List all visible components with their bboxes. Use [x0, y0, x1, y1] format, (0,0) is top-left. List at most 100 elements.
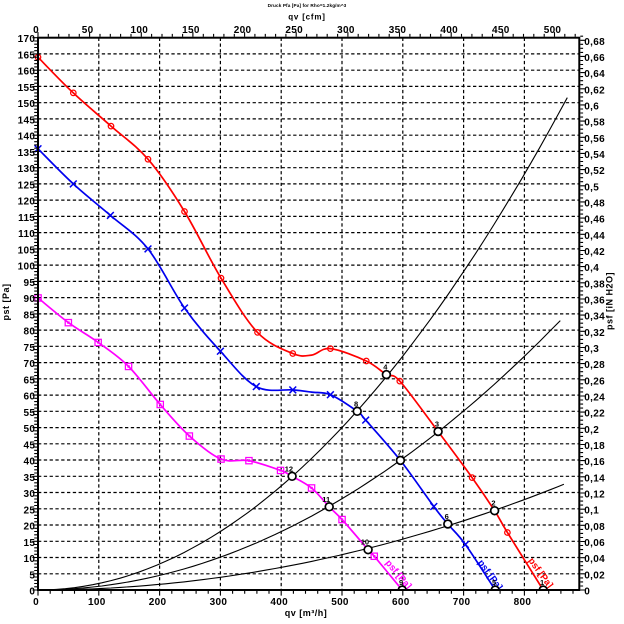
svg-text:4: 4 [383, 363, 388, 372]
svg-text:0,02: 0,02 [584, 570, 605, 581]
svg-text:160: 160 [18, 67, 36, 78]
svg-text:50: 50 [82, 25, 94, 36]
svg-text:20: 20 [23, 522, 35, 533]
svg-text:70: 70 [23, 359, 35, 370]
svg-text:0: 0 [584, 587, 590, 598]
svg-text:0,6: 0,6 [584, 101, 599, 112]
svg-text:130: 130 [18, 164, 36, 175]
svg-text:9: 9 [399, 578, 403, 587]
svg-text:200: 200 [234, 25, 252, 36]
svg-text:350: 350 [389, 25, 407, 36]
svg-text:15: 15 [23, 538, 35, 549]
svg-text:30: 30 [23, 489, 35, 500]
svg-text:0,34: 0,34 [584, 312, 605, 323]
svg-text:0: 0 [33, 597, 39, 608]
svg-text:150: 150 [182, 25, 200, 36]
svg-text:25: 25 [23, 505, 35, 516]
svg-text:0,68: 0,68 [584, 37, 605, 48]
svg-text:300: 300 [210, 597, 228, 608]
svg-text:100: 100 [88, 597, 106, 608]
svg-text:10: 10 [23, 554, 35, 565]
svg-text:115: 115 [18, 213, 35, 224]
svg-text:0,08: 0,08 [584, 522, 605, 533]
svg-text:5: 5 [29, 570, 35, 581]
svg-text:0,64: 0,64 [584, 69, 605, 80]
svg-text:0,28: 0,28 [584, 360, 605, 371]
svg-text:0,48: 0,48 [584, 198, 605, 209]
svg-text:3: 3 [435, 420, 439, 429]
svg-text:120: 120 [18, 197, 36, 208]
svg-text:50: 50 [23, 424, 35, 435]
svg-text:12: 12 [285, 464, 293, 473]
svg-text:100: 100 [131, 25, 149, 36]
svg-text:90: 90 [23, 294, 35, 305]
svg-text:10: 10 [361, 538, 369, 547]
svg-text:0: 0 [29, 587, 35, 598]
svg-text:95: 95 [23, 278, 35, 289]
svg-text:pst [Pa]: pst [Pa] [1, 283, 11, 320]
svg-text:5: 5 [492, 578, 496, 587]
svg-text:400: 400 [270, 597, 288, 608]
svg-text:55: 55 [23, 408, 35, 419]
svg-text:psf [iN H2O]: psf [iN H2O] [605, 272, 615, 330]
svg-text:11: 11 [322, 495, 330, 504]
svg-text:0,4: 0,4 [584, 263, 599, 274]
svg-text:0,12: 0,12 [584, 490, 605, 501]
svg-text:700: 700 [453, 597, 471, 608]
svg-text:60: 60 [23, 392, 35, 403]
svg-text:0,5: 0,5 [584, 182, 599, 193]
svg-text:100: 100 [18, 262, 36, 273]
svg-text:0,14: 0,14 [584, 473, 605, 484]
svg-text:0,38: 0,38 [584, 279, 605, 290]
svg-text:450: 450 [492, 25, 510, 36]
svg-text:Druck Pfa [Pa] for Rho=1.2kg/m: Druck Pfa [Pa] for Rho=1.2kg/m^3 [268, 3, 347, 8]
svg-text:65: 65 [23, 375, 35, 386]
svg-text:0,54: 0,54 [584, 150, 605, 161]
svg-text:0,42: 0,42 [584, 247, 605, 258]
svg-text:0,04: 0,04 [584, 554, 605, 565]
svg-text:0,24: 0,24 [584, 393, 605, 404]
svg-text:8: 8 [354, 399, 358, 408]
svg-text:7: 7 [397, 448, 401, 457]
svg-text:125: 125 [18, 180, 36, 191]
svg-text:0,16: 0,16 [584, 457, 605, 468]
svg-text:0,18: 0,18 [584, 441, 605, 452]
svg-text:0,26: 0,26 [584, 376, 605, 387]
svg-text:500: 500 [544, 25, 562, 36]
svg-text:200: 200 [149, 597, 167, 608]
svg-text:qv [m³/h]: qv [m³/h] [285, 608, 328, 618]
svg-text:0: 0 [33, 25, 39, 36]
svg-text:85: 85 [23, 310, 35, 321]
svg-text:2: 2 [491, 499, 495, 508]
svg-text:6: 6 [445, 512, 449, 521]
svg-text:110: 110 [18, 229, 35, 240]
svg-text:400: 400 [440, 25, 458, 36]
svg-text:145: 145 [18, 115, 36, 126]
svg-text:600: 600 [392, 597, 410, 608]
svg-text:0,44: 0,44 [584, 231, 605, 242]
svg-text:0,58: 0,58 [584, 118, 605, 129]
svg-text:0,36: 0,36 [584, 296, 605, 307]
svg-text:0,56: 0,56 [584, 134, 605, 145]
svg-text:40: 40 [23, 457, 35, 468]
svg-text:140: 140 [18, 132, 36, 143]
svg-text:0,3: 0,3 [584, 344, 599, 355]
svg-text:0,46: 0,46 [584, 215, 605, 226]
svg-text:qv [cfm]: qv [cfm] [288, 13, 326, 22]
svg-text:0,32: 0,32 [584, 328, 605, 339]
svg-text:0,2: 0,2 [584, 425, 599, 436]
svg-text:170: 170 [18, 34, 36, 45]
svg-text:0,22: 0,22 [584, 409, 605, 420]
svg-text:155: 155 [18, 83, 36, 94]
svg-text:165: 165 [18, 50, 36, 61]
svg-text:0,1: 0,1 [584, 506, 599, 517]
svg-text:0,06: 0,06 [584, 538, 605, 549]
svg-text:45: 45 [23, 440, 35, 451]
svg-text:800: 800 [514, 597, 532, 608]
svg-text:150: 150 [18, 99, 36, 110]
svg-text:135: 135 [18, 148, 36, 159]
svg-text:0,52: 0,52 [584, 166, 605, 177]
svg-text:250: 250 [285, 25, 303, 36]
svg-text:500: 500 [331, 597, 349, 608]
svg-text:0,62: 0,62 [584, 85, 605, 96]
